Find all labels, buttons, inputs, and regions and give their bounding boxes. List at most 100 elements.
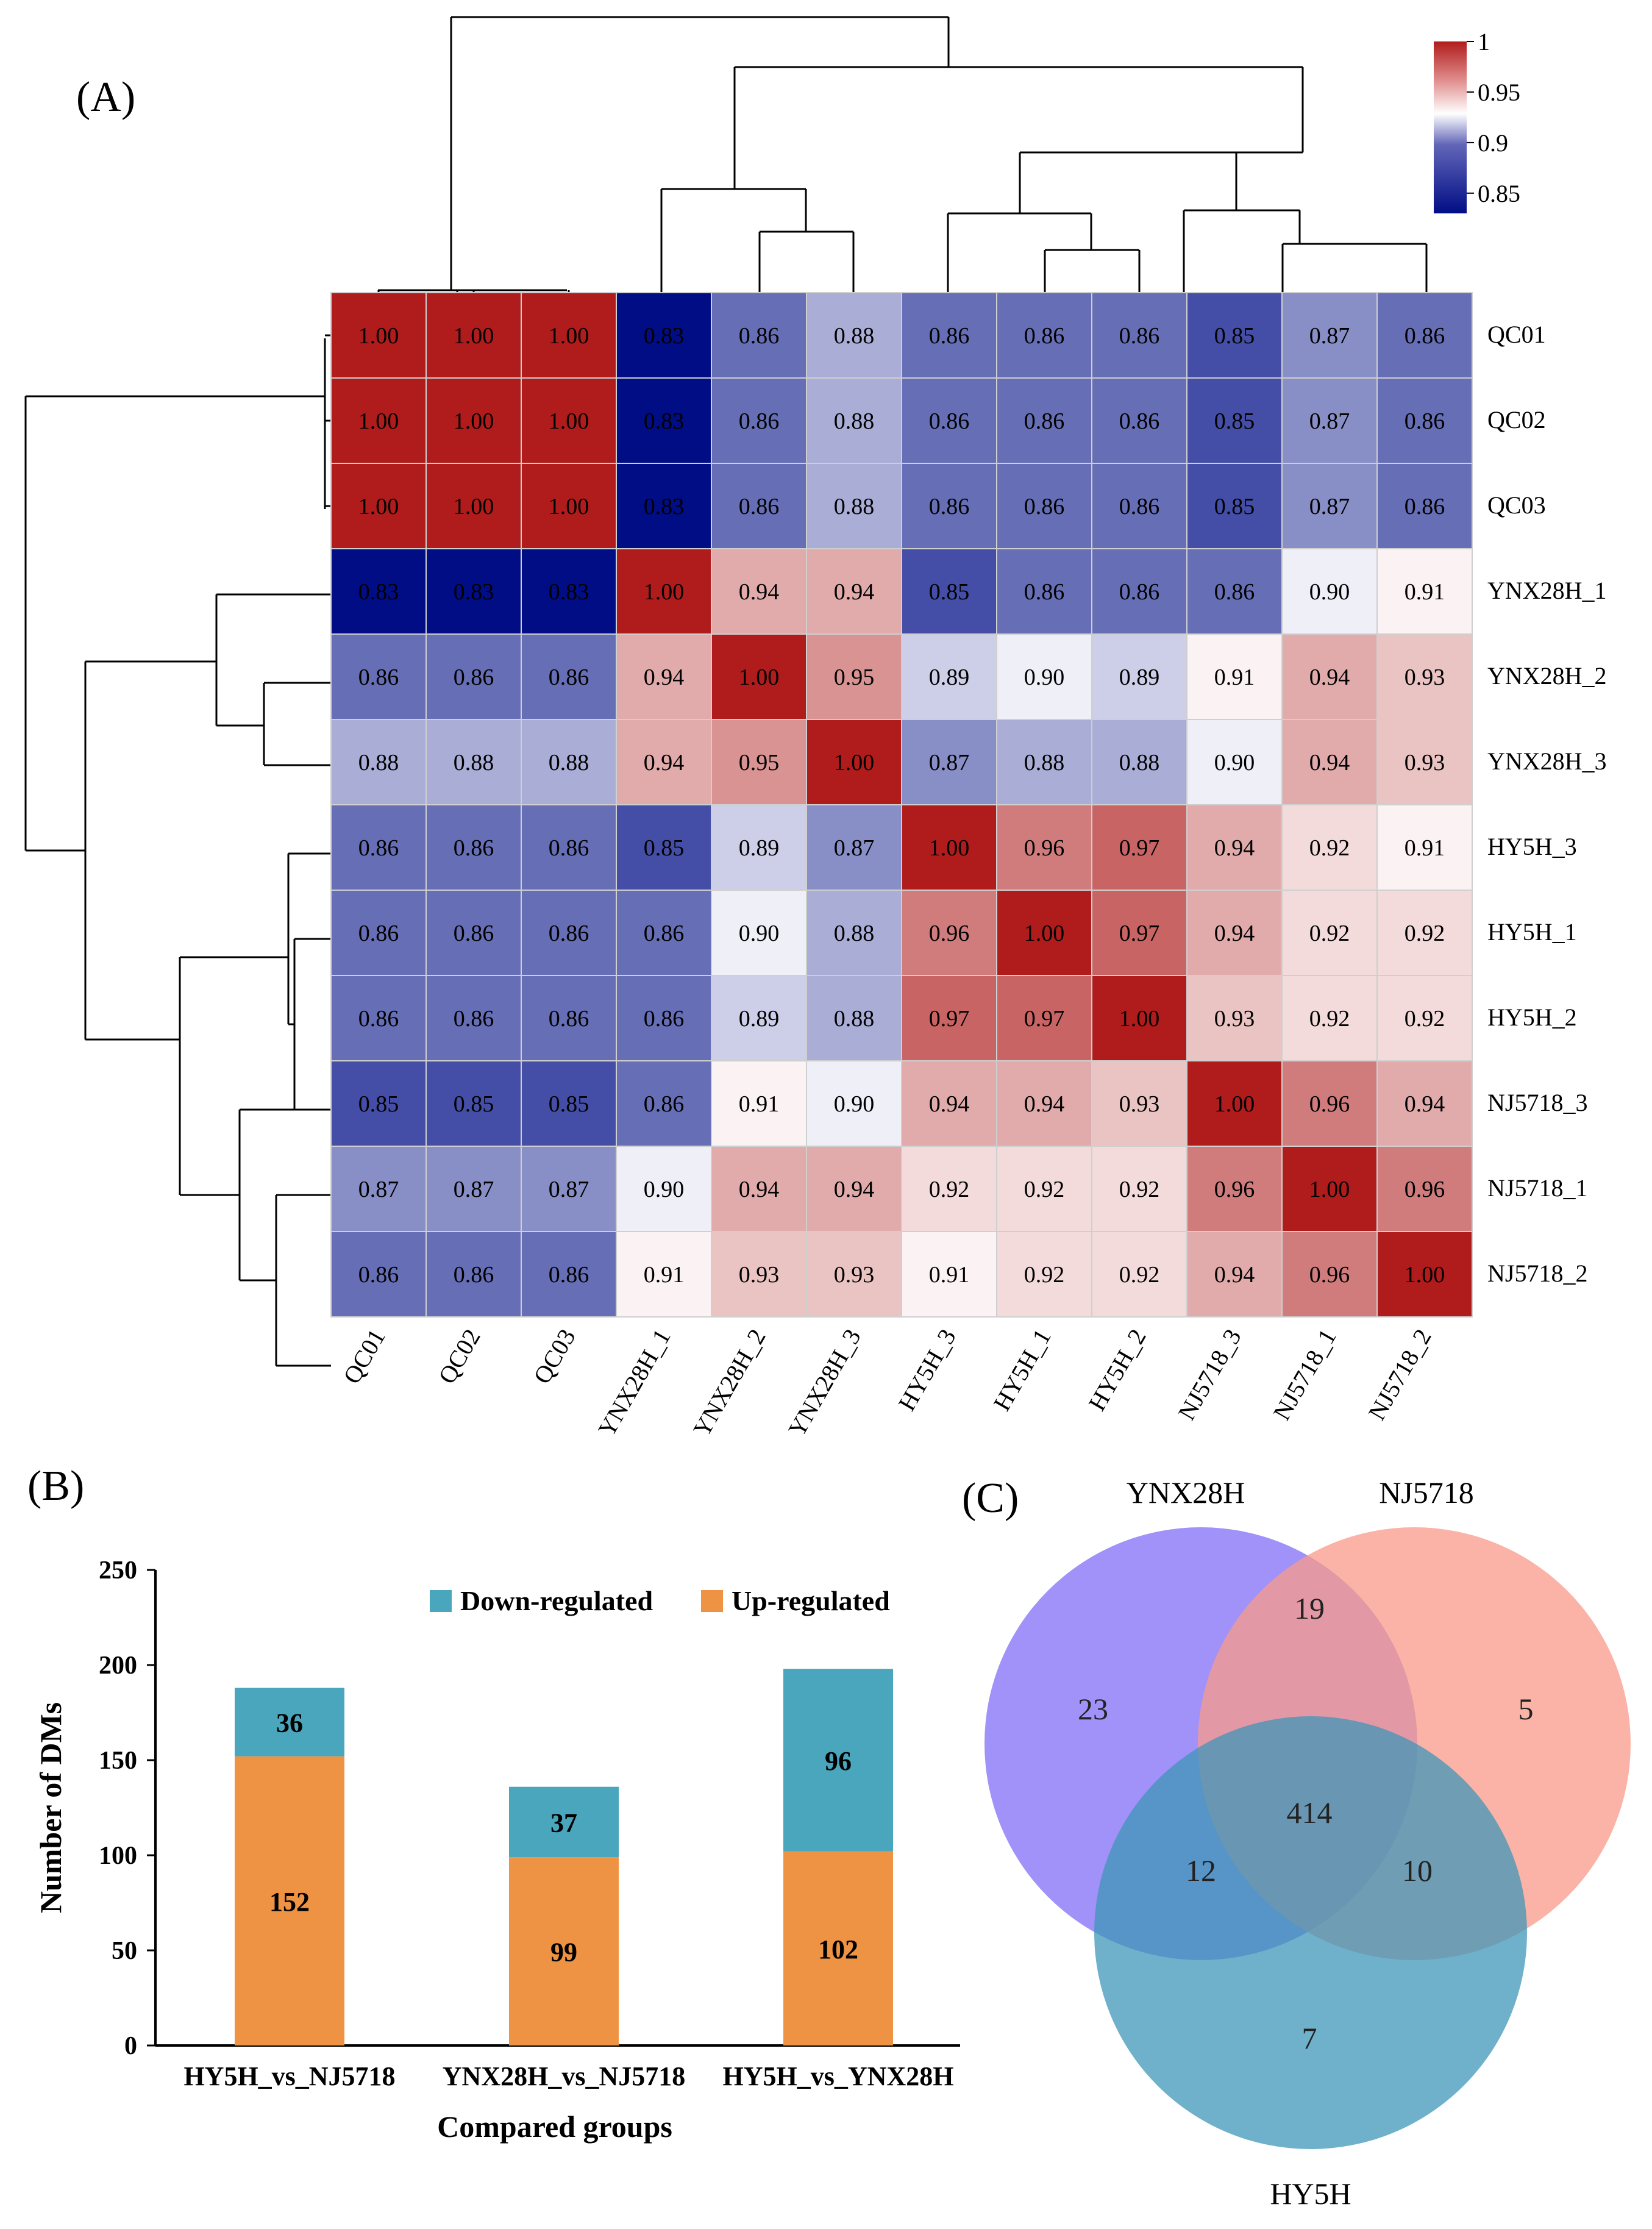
- heatmap-cell: [1376, 1231, 1473, 1318]
- heatmap-cell: [806, 377, 902, 464]
- heatmap-cell-value: 1.00: [1309, 1177, 1350, 1202]
- heatmap-cell-value: 0.83: [454, 579, 494, 605]
- heatmap-cell-value: 0.96: [929, 921, 970, 946]
- heatmap-cell-value: 0.88: [1119, 750, 1160, 776]
- heatmap-cell-value: 0.86: [1119, 323, 1160, 349]
- heatmap-cell: [711, 804, 807, 891]
- heatmap-cell: [1281, 292, 1378, 379]
- heatmap-cell-value: 0.96: [1024, 835, 1065, 861]
- colorbar-tick-label: 0.95: [1478, 79, 1520, 106]
- heatmap-cell-value: 0.86: [644, 921, 685, 946]
- heatmap-cell: [1376, 1146, 1473, 1232]
- heatmap-cell: [1281, 804, 1378, 891]
- heatmap-cell-value: 0.94: [1309, 665, 1350, 690]
- venn-count-nj-hy: 10: [1402, 1853, 1433, 1888]
- heatmap-cell: [1186, 633, 1283, 720]
- y-tick-label: 250: [99, 1557, 137, 1585]
- heatmap-cell: [1376, 292, 1473, 379]
- heatmap-cell-value: 0.89: [739, 1006, 780, 1032]
- heatmap-cell: [996, 633, 1092, 720]
- heatmap-cell: [901, 1060, 997, 1147]
- heatmap-cell: [330, 975, 427, 1061]
- heatmap-cell-value: 0.86: [1024, 579, 1065, 605]
- row-label-nj5718-3: NJ5718_3: [1487, 1089, 1587, 1116]
- heatmap-cell-value: 0.88: [834, 1006, 875, 1032]
- bar-up-ynx28h-vs-nj5718: [509, 1857, 619, 2045]
- heatmap-cell-value: 0.91: [739, 1091, 780, 1117]
- heatmap-cell-value: 0.86: [454, 1006, 494, 1032]
- heatmap-cell-value: 0.86: [549, 921, 589, 946]
- column-label-ynx28h-2: YNX28H_2: [688, 1324, 771, 1441]
- heatmap-cell: [711, 548, 807, 635]
- column-label-ynx28h-3: YNX28H_3: [783, 1324, 866, 1441]
- bar-down-hy5h-vs-ynx28h: [783, 1669, 893, 1852]
- heatmap-cell-value: 0.94: [1214, 835, 1255, 861]
- stacked-bar-chart: 0 50 100 150 200 250 152 36 HY5H_vs_NJ5718 99 37 YN…: [34, 1557, 960, 2144]
- heatmap-cell: [1091, 633, 1187, 720]
- heatmap-cell-value: 0.87: [929, 750, 970, 776]
- row-label-hy5h-2: HY5H_2: [1487, 1004, 1577, 1031]
- heatmap-cell-value: 0.85: [644, 835, 685, 861]
- heatmap-cell-value: 0.86: [454, 1262, 494, 1288]
- heatmap-cell: [1281, 377, 1378, 464]
- heatmap-cell-value: 0.94: [929, 1091, 970, 1117]
- heatmap-cell: [1281, 719, 1378, 805]
- column-label-nj5718-1: NJ5718_1: [1268, 1324, 1342, 1425]
- heatmap-cell: [425, 1146, 522, 1232]
- heatmap-cell-value: 1.00: [1405, 1262, 1445, 1288]
- venn-count-ynx-nj: 19: [1294, 1591, 1325, 1625]
- heatmap-cell: [806, 633, 902, 720]
- heatmap-cell-value: 0.93: [1405, 665, 1445, 690]
- heatmap-cell-value: 0.86: [358, 665, 399, 690]
- heatmap-cell: [616, 548, 712, 635]
- heatmap-cell: [996, 1231, 1092, 1318]
- heatmap-cell-value: 0.88: [454, 750, 494, 776]
- bar-down-value: 36: [276, 1708, 303, 1738]
- heatmap-cell-value: 0.97: [929, 1006, 970, 1032]
- heatmap-cell: [1186, 890, 1283, 976]
- heatmap-cell-value: 0.87: [1309, 494, 1350, 519]
- legend-swatch-up-regulated: [701, 1590, 723, 1612]
- heatmap-cell-value: 1.00: [549, 494, 589, 519]
- heatmap-cell-value: 0.85: [929, 579, 970, 605]
- legend-swatch-down-regulated: [430, 1590, 452, 1612]
- heatmap-cell-value: 0.93: [739, 1262, 780, 1288]
- heatmap-cell: [521, 1231, 617, 1318]
- bar-up-value: 102: [818, 1935, 858, 1964]
- heatmap-cell-value: 0.94: [1214, 921, 1255, 946]
- heatmap-cell: [1091, 377, 1187, 464]
- y-tick-label: 50: [112, 1937, 137, 1965]
- heatmap-cell: [616, 1146, 712, 1232]
- heatmap-cell: [330, 633, 427, 720]
- heatmap-cell-value: 0.85: [1214, 408, 1255, 434]
- heatmap-cell-value: 0.94: [1405, 1091, 1445, 1117]
- heatmap-cell-value: 0.86: [1214, 579, 1255, 605]
- legend-label-down-regulated: Down-regulated: [460, 1585, 653, 1616]
- heatmap-cell: [1091, 1146, 1187, 1232]
- y-tick-label: 150: [99, 1747, 137, 1775]
- heatmap-cell: [1376, 804, 1473, 891]
- heatmap-cell-value: 0.86: [1119, 579, 1160, 605]
- heatmap-cell-value: 0.83: [644, 323, 685, 349]
- colorbar-tick-label: 0.85: [1478, 180, 1520, 207]
- bar-down-value: 37: [550, 1808, 577, 1838]
- heatmap-cell-value: 0.86: [929, 408, 970, 434]
- heatmap-cell-value: 0.93: [1214, 1006, 1255, 1032]
- venn-count-nj-only: 5: [1518, 1692, 1534, 1726]
- panel-a-label: (A): [76, 74, 135, 121]
- heatmap-cell-value: 0.85: [454, 1091, 494, 1117]
- heatmap-cell-value: 0.90: [739, 921, 780, 946]
- row-label-hy5h-3: HY5H_3: [1487, 833, 1577, 860]
- heatmap-cell: [425, 463, 522, 549]
- heatmap-cell-value: 0.94: [834, 1177, 875, 1202]
- venn-circle-hy5h: [1094, 1716, 1527, 2149]
- heatmap-cell: [711, 890, 807, 976]
- heatmap-cell-value: 1.00: [929, 835, 970, 861]
- heatmap-colorbar: 1 0.95 0.9 0.85: [1434, 28, 1520, 213]
- heatmap-cell: [616, 719, 712, 805]
- heatmap-cell-value: 0.91: [929, 1262, 970, 1288]
- heatmap-cell: [1376, 890, 1473, 976]
- heatmap-cell: [616, 975, 712, 1061]
- heatmap-cell-value: 0.86: [358, 835, 399, 861]
- heatmap-cell: [711, 292, 807, 379]
